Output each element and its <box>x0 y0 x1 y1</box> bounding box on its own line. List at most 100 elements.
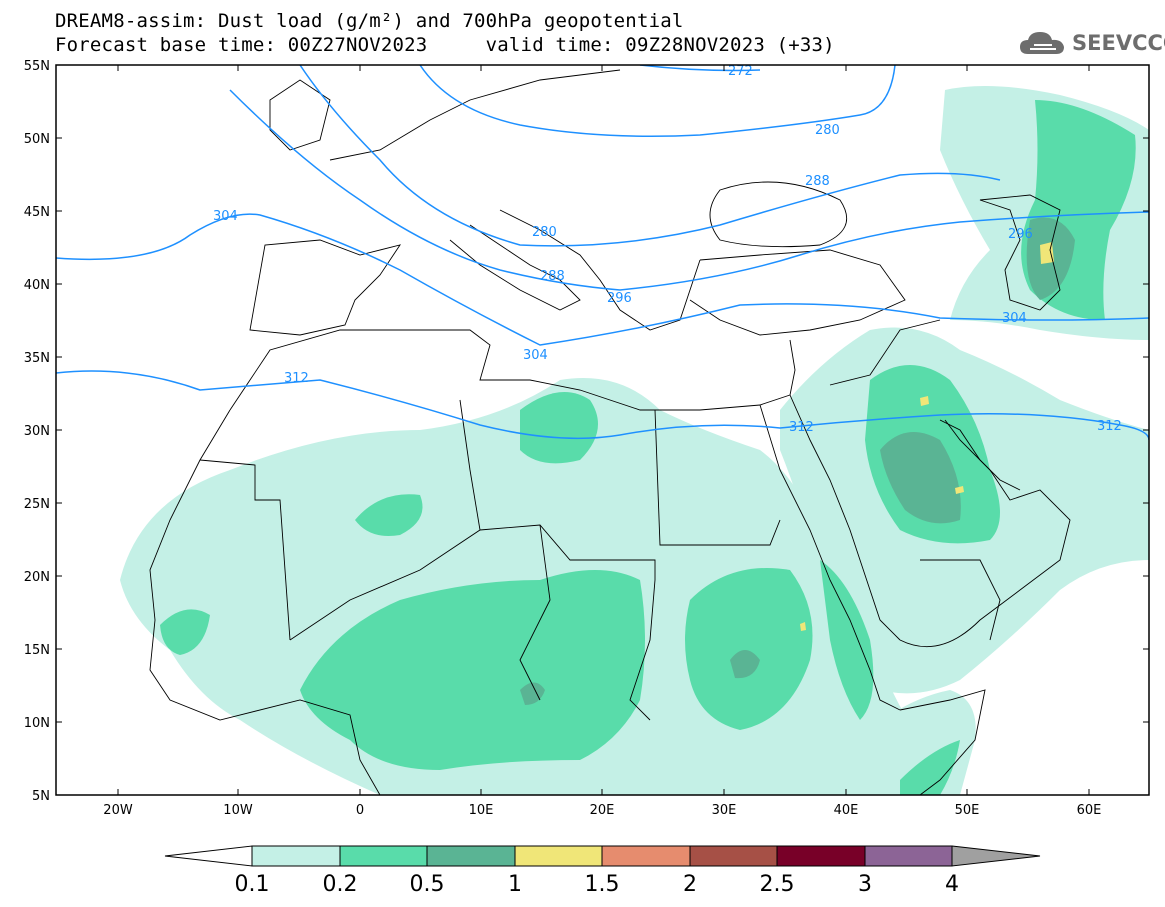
coastline-anatolia <box>689 249 906 336</box>
border-sahara-1 <box>199 459 291 641</box>
lon-labels: 20W 10W 0 10E 20E 30E 40E 50E 60E <box>103 803 1101 818</box>
border-middle-east <box>829 319 941 386</box>
contour-label: 296 <box>607 291 632 306</box>
coastline-arabia <box>899 419 1071 648</box>
lat-label: 50N <box>24 132 50 147</box>
lon-label: 60E <box>1077 803 1102 818</box>
contour-label: 280 <box>815 123 840 138</box>
colorbar-tick-label: 2 <box>683 872 697 897</box>
contour-label: 296 <box>1008 227 1033 242</box>
coastline-north-africa <box>229 329 791 411</box>
border-libya-egypt <box>654 409 781 546</box>
colorbar-tick-label: 0.1 <box>235 872 270 897</box>
colorbar-tick-label: 4 <box>945 872 959 897</box>
coastline-levant <box>789 339 796 396</box>
lon-label: 30E <box>712 803 737 818</box>
colorbar-bin <box>339 845 428 867</box>
contour-312 <box>56 370 1149 441</box>
coastline-europe-north <box>329 69 621 161</box>
contour-label: 272 <box>728 64 753 79</box>
coastline-caspian <box>979 194 1061 311</box>
forecast-time-subtitle: Forecast base time: 00Z27NOV2023 valid t… <box>55 34 835 56</box>
contour-304 <box>56 213 1149 346</box>
colorbar-bin <box>864 845 953 867</box>
lon-label: 0 <box>356 803 364 818</box>
dust-region-high-sudan <box>730 650 760 679</box>
lat-label: 45N <box>24 205 50 220</box>
colorbar-tick-label: 1 <box>508 872 522 897</box>
dust-region-mid-sahel <box>300 570 645 770</box>
contour-280 <box>419 65 896 137</box>
colorbar-over-arrow <box>951 845 1041 867</box>
coastline-red-sea-east <box>789 394 901 641</box>
lat-label: 25N <box>24 497 50 512</box>
colorbar-tick-label: 1.5 <box>585 872 620 897</box>
coastlines-borders <box>149 69 1071 795</box>
lat-label: 55N <box>24 59 50 74</box>
coastline-west-africa <box>149 409 381 795</box>
dust-region-peak-gulf <box>955 486 964 494</box>
contour-288 <box>299 65 1001 247</box>
contour-label: 304 <box>213 209 238 224</box>
dust-region-mid-sudan <box>685 568 813 730</box>
lat-label: 10N <box>24 716 50 731</box>
contour-label: 280 <box>532 225 557 240</box>
cloud-icon <box>1020 32 1064 54</box>
coastline-iberia <box>249 239 402 336</box>
lat-label: 15N <box>24 643 50 658</box>
dust-region-peak-iraq <box>920 396 929 406</box>
dust-region-high-iraq <box>880 432 961 524</box>
coastline-horn <box>899 689 986 795</box>
lat-labels: 55N 50N 45N 40N 35N 30N 25N 20N 15N 10N … <box>24 59 50 804</box>
contour-labels: 272 280 288 304 280 288 296 296 304 304 … <box>213 64 1122 435</box>
coastline-black-sea <box>709 181 848 248</box>
contour-label: 312 <box>284 371 309 386</box>
coastline-persian-gulf <box>939 419 1021 491</box>
contour-label: 304 <box>523 348 548 363</box>
lon-label: 50E <box>955 803 980 818</box>
colorbar-bin <box>601 845 691 867</box>
logo-text: SEEVCCC <box>1072 31 1165 55</box>
colorbar-bin <box>251 845 341 867</box>
colorbar-bin <box>689 845 778 867</box>
coastline-italy <box>449 224 581 311</box>
lon-label: 40E <box>834 803 859 818</box>
colorbar-tick-label: 3 <box>858 872 872 897</box>
colorbar-tick-label: 0.5 <box>410 872 445 897</box>
border-arabia <box>920 559 1001 641</box>
colorbar-tick-label: 0.2 <box>323 872 358 897</box>
lon-label: 10W <box>223 803 253 818</box>
lat-label: 5N <box>32 789 50 804</box>
dust-region-mid-algeria <box>355 494 423 536</box>
colorbar: 0.1 0.2 0.5 1 1.5 2 2.5 3 4 <box>164 845 1041 897</box>
geopotential-contours <box>56 65 1149 441</box>
dust-region-mid-west <box>160 609 210 655</box>
lat-label: 30N <box>24 424 50 439</box>
coastline-red-sea-west <box>759 404 901 711</box>
contour-label: 288 <box>540 269 565 284</box>
seevccc-logo: SEEVCCC <box>1018 26 1165 60</box>
dust-region-high-chad <box>520 682 545 705</box>
border-sudan <box>629 579 656 721</box>
dust-region-mid-libya <box>520 392 598 464</box>
lon-label: 20E <box>590 803 615 818</box>
dust-region-peak-caspian <box>1040 242 1054 264</box>
border-sahara-2 <box>289 524 656 641</box>
lon-label: 10E <box>469 803 494 818</box>
lat-label: 40N <box>24 278 50 293</box>
contour-label: 312 <box>789 420 814 435</box>
coastline-balkans <box>499 209 701 331</box>
dust-region-peak-ethiopia <box>800 622 806 631</box>
lon-ticks <box>117 65 1090 795</box>
lat-label: 20N <box>24 570 50 585</box>
contour-272 <box>639 65 761 72</box>
colorbar-bin <box>514 845 603 867</box>
dust-region-mid-somalia <box>900 740 960 795</box>
colorbar-bin <box>776 845 866 867</box>
coastline-britain <box>269 79 331 151</box>
contour-label: 312 <box>1097 419 1122 434</box>
colorbar-bin <box>426 845 516 867</box>
colorbar-tick-label: 2.5 <box>760 872 795 897</box>
contour-label: 304 <box>1002 311 1027 326</box>
